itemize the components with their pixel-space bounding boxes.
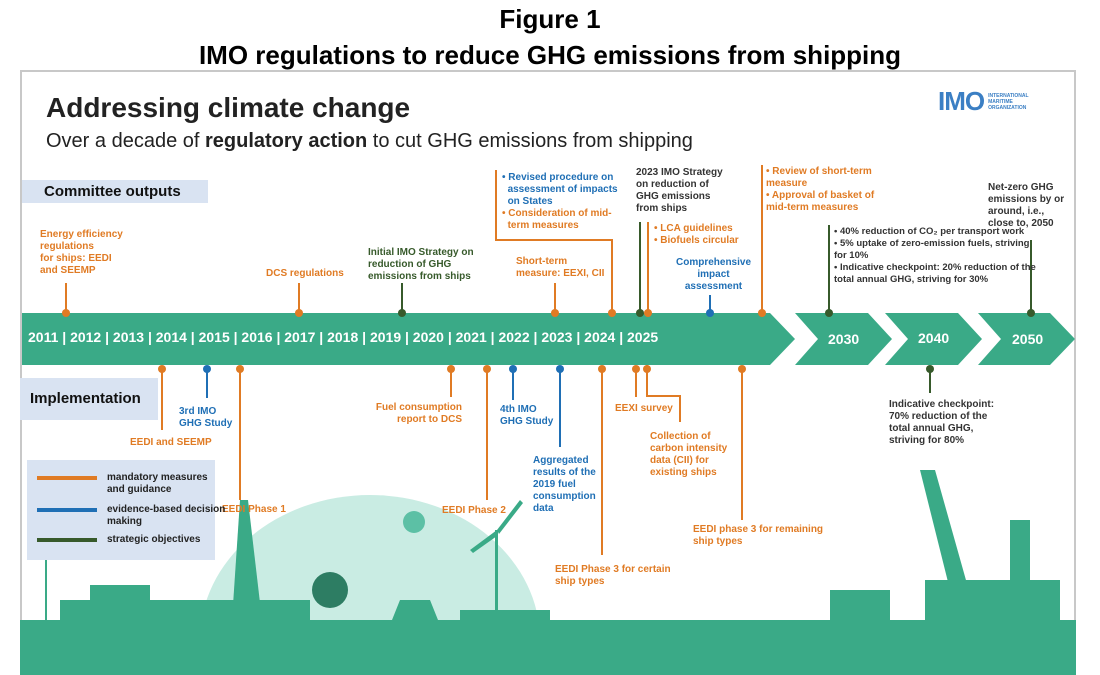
- label-eedi-phase2: EEDI Phase 2: [442, 505, 506, 516]
- legend: mandatory measures and guidance evidence…: [27, 460, 225, 560]
- label-eedi-phase1: EEDI Phase 1: [222, 504, 286, 515]
- marker-line: [828, 225, 830, 313]
- label-review-approval: Review of short-term measureApproval of …: [766, 166, 886, 214]
- landscape-silhouette: [20, 470, 1076, 675]
- chevron-2030: [795, 313, 892, 365]
- marker-line: [512, 368, 514, 400]
- marker-line: [647, 222, 649, 313]
- marker-line: [709, 295, 711, 313]
- marker-line: [298, 283, 300, 313]
- infographic-frame: [20, 70, 1076, 675]
- subtitle-text: Over a decade of: [46, 130, 205, 152]
- legend-swatch: [37, 508, 97, 512]
- marker-dot: [706, 309, 714, 317]
- marker-dot: [551, 309, 559, 317]
- milestone-2040: 2040: [918, 330, 950, 346]
- label-2023-strategy: 2023 IMO Strategy on reduction of GHG emis…: [636, 167, 723, 214]
- label-2040-checkpoint: Indicative checkpoint: 70% reduction of t…: [889, 399, 995, 446]
- bracket-2023-cii: [646, 365, 681, 422]
- label-energy-efficiency: Energy efficiency regulations for ships: E…: [40, 229, 123, 276]
- marker-line: [161, 368, 163, 430]
- milestone-2030: 2030: [828, 331, 860, 347]
- marker-dot: [758, 309, 766, 317]
- legend-swatch: [37, 476, 97, 480]
- label-net-zero: Net-zero GHG emissions by or around, i.e.,…: [988, 182, 1065, 229]
- milestone-2050: 2050: [1012, 331, 1044, 347]
- marker-line: [486, 368, 488, 500]
- marker-dot: [398, 309, 406, 317]
- marker-dot: [643, 365, 651, 373]
- imo-logo: IMO INTERNATIONAL MARITIME ORGANIZATION: [938, 86, 1029, 117]
- label-eedi-seemp: EEDI and SEEMP: [130, 437, 212, 448]
- marker-line: [206, 368, 208, 398]
- marker-dot: [1027, 309, 1035, 317]
- infographic-title: Addressing climate change: [46, 92, 411, 123]
- timeline-bar: [22, 313, 795, 365]
- label-initial-strategy: Initial IMO Strategy on reduction of GHG e…: [368, 247, 474, 282]
- marker-line: [639, 222, 641, 313]
- logo-text: IMO: [938, 86, 985, 116]
- marker-dot: [636, 309, 644, 317]
- label-cii-collection: Collection of carbon intensity data (CII) …: [650, 431, 728, 478]
- label-2030-goals: 40% reduction of CO₂ per transport work5…: [834, 226, 1044, 286]
- marker-line: [401, 283, 403, 313]
- marker-line: [554, 283, 556, 313]
- marker-dot: [644, 309, 652, 317]
- logo-org: INTERNATIONAL MARITIME ORGANIZATION: [988, 92, 1029, 111]
- marker-line: [239, 368, 241, 500]
- marker-line: [741, 368, 743, 520]
- figure-label: Figure 1: [499, 4, 601, 34]
- label-4th-ghg-study: 4th IMO GHG Study: [500, 404, 554, 427]
- chevron-2050: [978, 313, 1075, 365]
- label-dcs-regulations: DCS regulations: [266, 268, 344, 279]
- marker-dot: [295, 309, 303, 317]
- implementation-heading: Implementation: [20, 378, 158, 420]
- subtitle-bold: regulatory action: [204, 130, 368, 152]
- marker-line: [635, 368, 637, 397]
- label-fuel-consumption-report: Fuel consumption report to DCS: [375, 402, 462, 425]
- committee-outputs-heading: Committee outputs: [22, 180, 208, 203]
- label-revised-procedure: Revised procedure on assessment of impac…: [502, 172, 618, 232]
- label-eedi-phase3-certain: EEDI Phase 3 for certain ship types: [555, 564, 671, 587]
- legend-swatch: [37, 538, 97, 542]
- label-3rd-ghg-study: 3rd IMO GHG Study: [179, 406, 233, 429]
- infographic-subtitle: Over a decade of regulatory action to cu…: [46, 130, 693, 153]
- bracket-2022: [495, 170, 613, 313]
- label-eexi-survey: EEXI survey: [615, 403, 673, 414]
- label-short-term-measure: Short-term measure: EEXI, CII: [516, 256, 605, 279]
- marker-line: [450, 368, 452, 397]
- label-aggregated-results: Aggregated results of the 2019 fuel consump…: [533, 455, 596, 514]
- marker-line: [559, 368, 561, 447]
- timeline-years: 2011 | 2012 | 2013 | 2014 | 2015 | 2016 …: [28, 329, 659, 345]
- subtitle-text-end: to cut GHG emissions from shipping: [367, 130, 693, 152]
- label-impact-assessment: Comprehensive impact assessment: [676, 257, 752, 292]
- marker-line: [65, 283, 67, 313]
- marker-line: [761, 165, 763, 313]
- marker-line: [601, 368, 603, 555]
- figure-title: IMO regulations to reduce GHG emissions …: [198, 40, 902, 70]
- marker-line: [929, 368, 931, 393]
- marker-dot: [608, 309, 616, 317]
- chevron-2040: [885, 313, 982, 365]
- label-lca-biofuels: LCA guidelinesBiofuels circular: [654, 223, 738, 247]
- label-eedi-phase3-remaining: EEDI phase 3 for remaining ship types: [693, 524, 824, 547]
- marker-dot: [825, 309, 833, 317]
- marker-dot: [62, 309, 70, 317]
